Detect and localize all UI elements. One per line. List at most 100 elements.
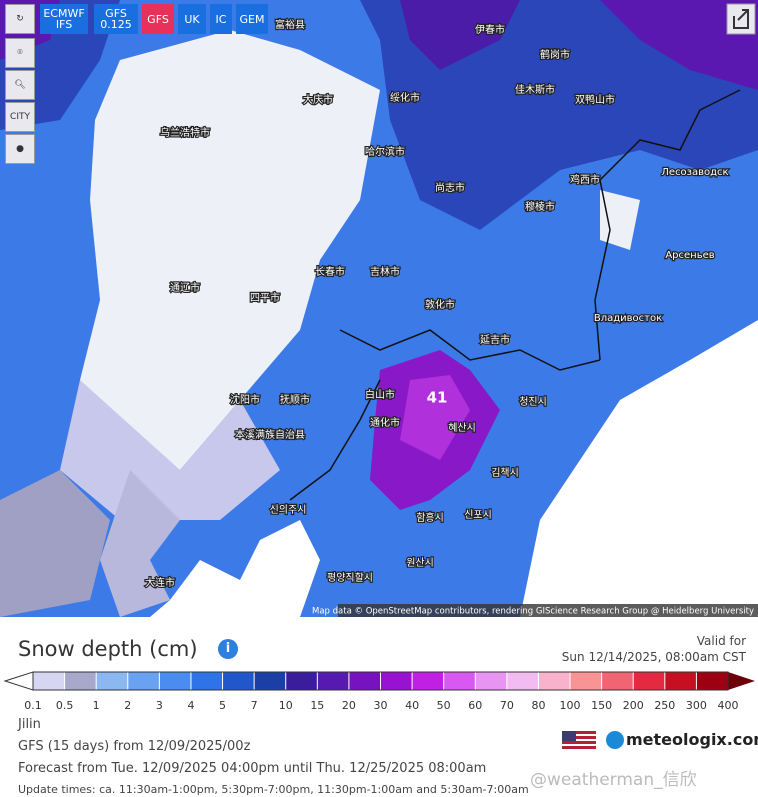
map-region (600, 0, 758, 90)
legend-label: 30 (374, 699, 388, 712)
share-button[interactable] (726, 3, 756, 35)
map-region (600, 190, 640, 250)
map-label: 双鸭山市 (575, 93, 615, 106)
map-label: 41 (427, 389, 448, 407)
model-button[interactable]: ECMWF IFS (40, 4, 88, 34)
map-label: 평양직할시 (327, 572, 373, 584)
point-button[interactable]: ● (5, 134, 35, 164)
map-label: 청진시 (519, 396, 547, 408)
legend-swatch (33, 672, 65, 690)
info-panel: Snow depth (cm) i Valid for Sun 12/14/20… (0, 617, 758, 797)
map-region (60, 380, 280, 520)
map-region (80, 30, 380, 470)
legend-label: 3 (156, 699, 163, 712)
legend-swatch (633, 672, 665, 690)
map-label: 白山市 (365, 388, 395, 401)
locate-button[interactable]: ⌾ (5, 38, 35, 68)
legend-arrow (3, 671, 34, 691)
brand-logo (606, 731, 624, 749)
legend-swatch (285, 672, 318, 690)
city-button[interactable]: CITY (5, 102, 35, 132)
zoom-button[interactable]: 🔍︎ (5, 70, 35, 100)
attribution-bg (338, 604, 758, 617)
map-label: 伊春市 (475, 23, 505, 36)
border (339, 329, 601, 371)
map-label: Лесозаводск (661, 167, 728, 178)
legend-label: 0.1 (24, 699, 42, 712)
model-button[interactable]: GEM (236, 4, 268, 34)
refresh-button[interactable]: ↻ (5, 4, 35, 34)
sea (150, 520, 320, 617)
map-label: 延吉市 (480, 333, 510, 346)
legend-swatch (538, 672, 571, 690)
map-label: 尚志市 (435, 181, 465, 194)
map-label: 绥化市 (390, 91, 420, 104)
legend-label: 5 (219, 699, 226, 712)
map-label: 哈尔滨市 (365, 145, 405, 158)
border (594, 89, 741, 361)
legend-label: 70 (500, 699, 514, 712)
legend-swatch (570, 672, 602, 690)
legend-label: 300 (686, 699, 707, 712)
legend-label: 400 (718, 699, 739, 712)
legend-label: 10 (279, 699, 293, 712)
legend-label: 15 (310, 699, 324, 712)
model-button[interactable]: IC (210, 4, 232, 34)
map-label: 乌兰浩特市 (160, 126, 210, 139)
map-label: 佳木斯市 (515, 83, 555, 96)
map-label: Владивосток (594, 313, 662, 324)
share-icon (733, 9, 749, 29)
model-button[interactable]: GFS 0.125 (94, 4, 138, 34)
map-label: 大庆市 (303, 93, 333, 106)
legend-label: 60 (468, 699, 482, 712)
legend-swatch (190, 672, 223, 690)
legend-swatch (696, 672, 728, 690)
legend-label: 100 (560, 699, 581, 712)
map-region (100, 470, 180, 617)
legend-swatch (443, 672, 476, 690)
map-region (0, 470, 110, 617)
model-button[interactable]: UK (178, 4, 206, 34)
legend-swatch (380, 672, 413, 690)
map-label: 鸡西市 (570, 173, 600, 186)
legend-label: 200 (623, 699, 644, 712)
legend-swatch (127, 672, 160, 690)
legend-label: 0.5 (56, 699, 74, 712)
legend-label: 1 (93, 699, 100, 712)
valid-label: Valid for (696, 634, 746, 648)
attribution: Map data © OpenStreetMap contributors, r… (312, 607, 754, 617)
brand[interactable]: meteologix.com (626, 730, 758, 749)
legend-label: 250 (654, 699, 675, 712)
map-label: 신의주시 (270, 504, 307, 516)
panel-title: Snow depth (cm) (18, 637, 198, 661)
legend-swatch (254, 672, 286, 690)
legend-frame (32, 671, 729, 691)
model-run: GFS (15 days) from 12/09/2025/00z (18, 739, 251, 754)
map-label: 抚顺市 (280, 393, 310, 406)
map-region (400, 375, 470, 460)
forecast-range: Forecast from Tue. 12/09/2025 04:00pm un… (18, 761, 487, 776)
map-label: 敦化市 (425, 298, 455, 311)
map-label: 富裕县 (275, 18, 305, 31)
legend-swatch (601, 672, 634, 690)
legend-label: 40 (405, 699, 419, 712)
model-button[interactable]: GFS (142, 4, 174, 34)
legend-swatch (475, 672, 507, 690)
legend-swatch (317, 672, 349, 690)
map-label: 吉林市 (370, 265, 400, 278)
info-icon[interactable]: i (218, 639, 238, 659)
legend-swatch (159, 672, 191, 690)
legend-label: 50 (437, 699, 451, 712)
map-label: 沈阳市 (230, 393, 260, 406)
map-label: 신포시 (464, 509, 492, 521)
map-label: 鹤岗市 (540, 48, 570, 61)
flag[interactable] (562, 731, 596, 751)
map-label: 通辽市 (170, 281, 200, 294)
legend-label: 2 (124, 699, 131, 712)
border (289, 379, 381, 501)
legend-swatch (348, 672, 381, 690)
legend-swatch (96, 672, 128, 690)
map-label: 长春市 (315, 265, 345, 278)
